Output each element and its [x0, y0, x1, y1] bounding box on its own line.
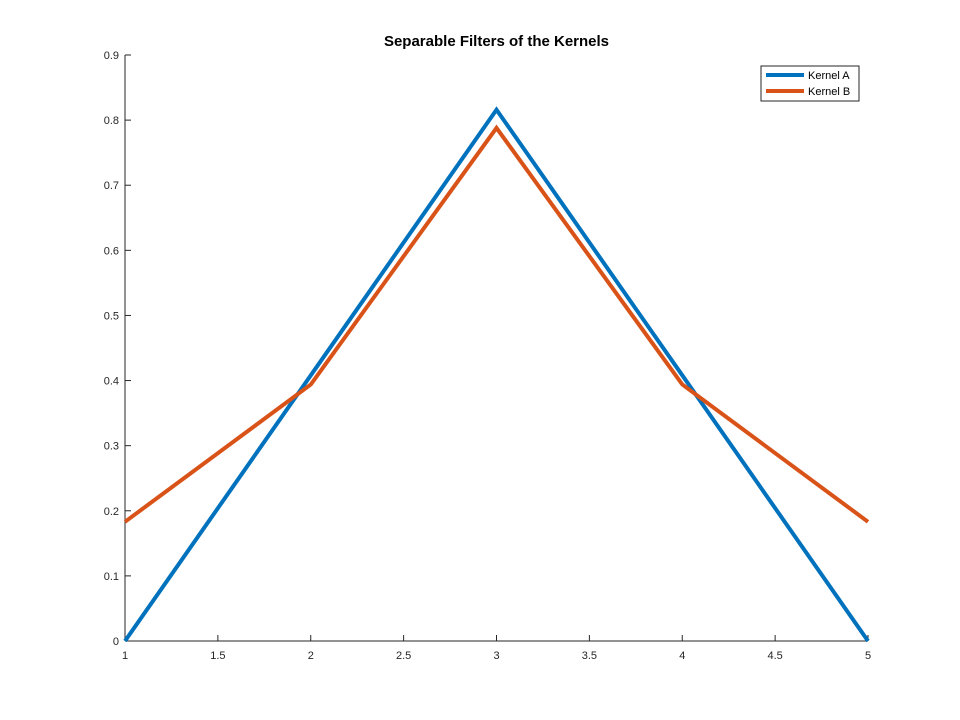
y-tick-label: 0: [113, 636, 119, 648]
chart-title: Separable Filters of the Kernels: [384, 33, 609, 50]
plot-area: [125, 55, 868, 641]
legend-label: Kernel A: [808, 70, 850, 82]
x-tick-label: 4.5: [767, 650, 782, 662]
x-tick-label: 5: [865, 650, 871, 662]
y-tick-label: 0.5: [104, 310, 119, 322]
y-tick-label: 0.9: [104, 50, 119, 62]
legend-box: [760, 65, 860, 102]
series-line-kernel-b: [123, 124, 870, 524]
axes: 1 1.5 2 2.5 3 3.5 4 4.5 5 0 0.1 0.2 0.3 0.4 0.5 0.6 0.7 0…: [104, 50, 871, 662]
x-tick-label: 3: [493, 650, 499, 662]
legend: Kernel A Kernel B: [760, 65, 860, 102]
y-tick-label: 0.6: [104, 245, 119, 257]
x-tick-label: 2.5: [396, 650, 411, 662]
x-tick-label: 1: [122, 650, 128, 662]
y-tick-label: 0.1: [104, 571, 119, 583]
series-line-kernel-a: [123, 106, 870, 643]
legend-label: Kernel B: [808, 86, 850, 98]
x-tick-label: 4: [679, 650, 685, 662]
series-lines: [123, 106, 870, 643]
y-tick-label: 0.3: [104, 441, 119, 453]
x-tick-label: 2: [308, 650, 314, 662]
x-tick-label: 3.5: [582, 650, 597, 662]
y-tick-label: 0.8: [104, 115, 119, 127]
y-tick-label: 0.4: [104, 376, 119, 388]
x-tick-label: 1.5: [210, 650, 225, 662]
y-tick-label: 0.2: [104, 506, 119, 518]
y-tick-label: 0.7: [104, 180, 119, 192]
